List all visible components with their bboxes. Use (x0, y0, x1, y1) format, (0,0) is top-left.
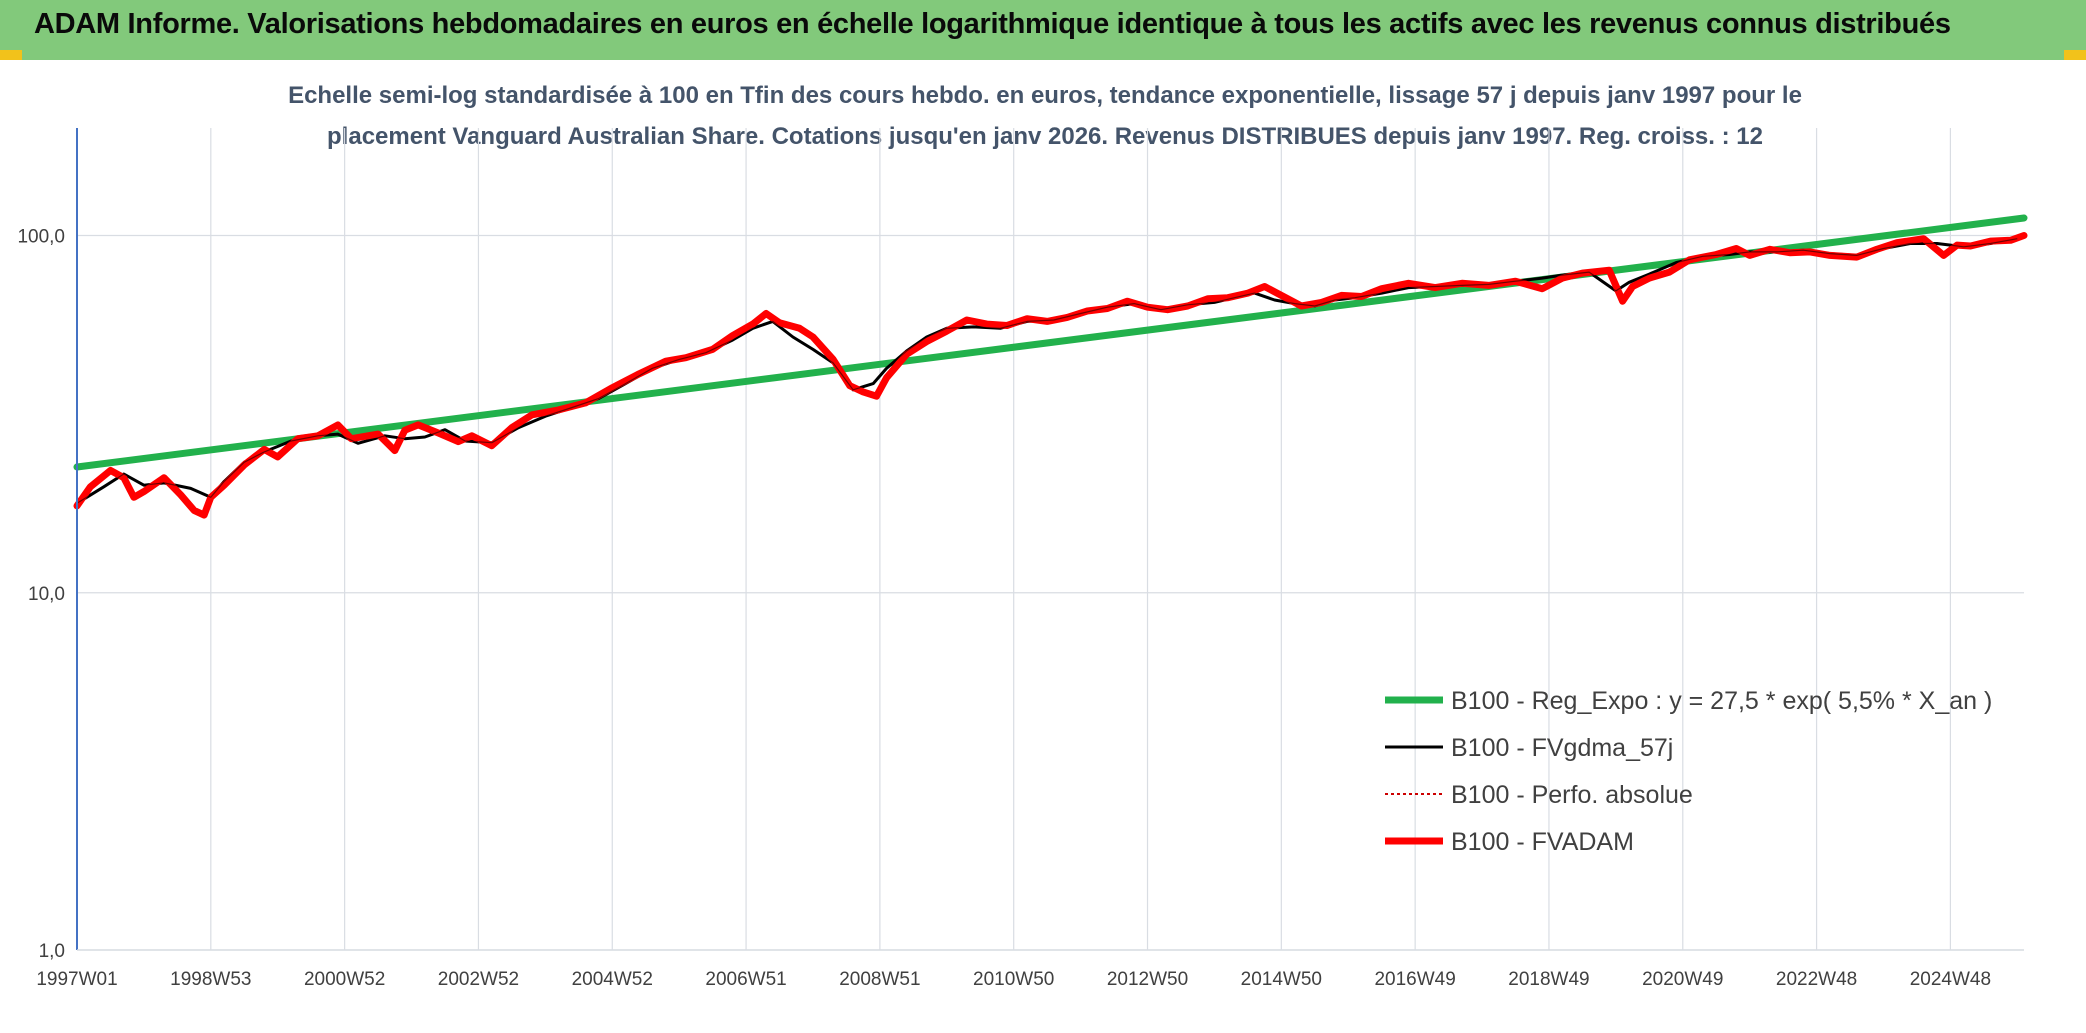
chart-area: Echelle semi-log standardisée à 100 en T… (0, 60, 2086, 1033)
y-tick-label: 100,0 (17, 227, 65, 248)
legend-label: B100 - Reg_Expo : y = 27,5 * exp( 5,5% *… (1451, 687, 1992, 715)
report-header: ADAM Informe. Valorisations hebdomadaire… (0, 0, 2086, 60)
x-tick-label: 2016W49 (1374, 969, 1455, 990)
x-tick-label: 2010W50 (973, 969, 1054, 990)
report-title: ADAM Informe. Valorisations hebdomadaire… (34, 8, 1951, 40)
legend-label: B100 - Perfo. absolue (1451, 781, 1693, 809)
series-line-1-overlay (76, 238, 2018, 504)
x-tick-label: 1997W01 (36, 969, 117, 990)
x-tick-label: 2008W51 (839, 969, 920, 990)
y-tick-label: 10,0 (28, 584, 65, 605)
series-line-1 (75, 237, 2019, 505)
series-line-3 (73, 232, 2028, 519)
x-tick-label: 2022W48 (1776, 969, 1857, 990)
axis-layer: 1,0 10,0 100,0 1997W01 1998W53 2000W52 2002W52… (17, 128, 2024, 990)
corner-accent-left (0, 50, 22, 60)
legend-label: B100 - FVADAM (1451, 828, 1634, 856)
x-tick-label: 2000W52 (304, 969, 385, 990)
y-tick-label: 1,0 (39, 941, 65, 962)
legend-label: B100 - FVgdma_57j (1451, 734, 1673, 762)
corner-accent-right (2064, 50, 2086, 60)
chart-subtitle-line-2: placement Vanguard Australian Share. Cot… (327, 123, 1763, 150)
x-tick-label: 1998W53 (170, 969, 251, 990)
x-tick-label: 2014W50 (1241, 969, 1322, 990)
chart-svg: Echelle semi-log standardisée à 100 en T… (17, 82, 2028, 990)
series-layer (73, 214, 2028, 519)
grid-layer (76, 128, 2024, 951)
x-tick-label: 2004W52 (572, 969, 653, 990)
x-tick-label: 2002W52 (438, 969, 519, 990)
x-tick-label: 2018W49 (1508, 969, 1589, 990)
chart-subtitle-line-1: Echelle semi-log standardisée à 100 en T… (288, 82, 1802, 109)
x-tick-label: 2024W48 (1910, 969, 1991, 990)
x-tick-label: 2020W49 (1642, 969, 1723, 990)
x-tick-label: 2006W51 (705, 969, 786, 990)
x-tick-label: 2012W50 (1107, 969, 1188, 990)
legend: B100 - Reg_Expo : y = 27,5 * exp( 5,5% *… (1385, 687, 1992, 856)
